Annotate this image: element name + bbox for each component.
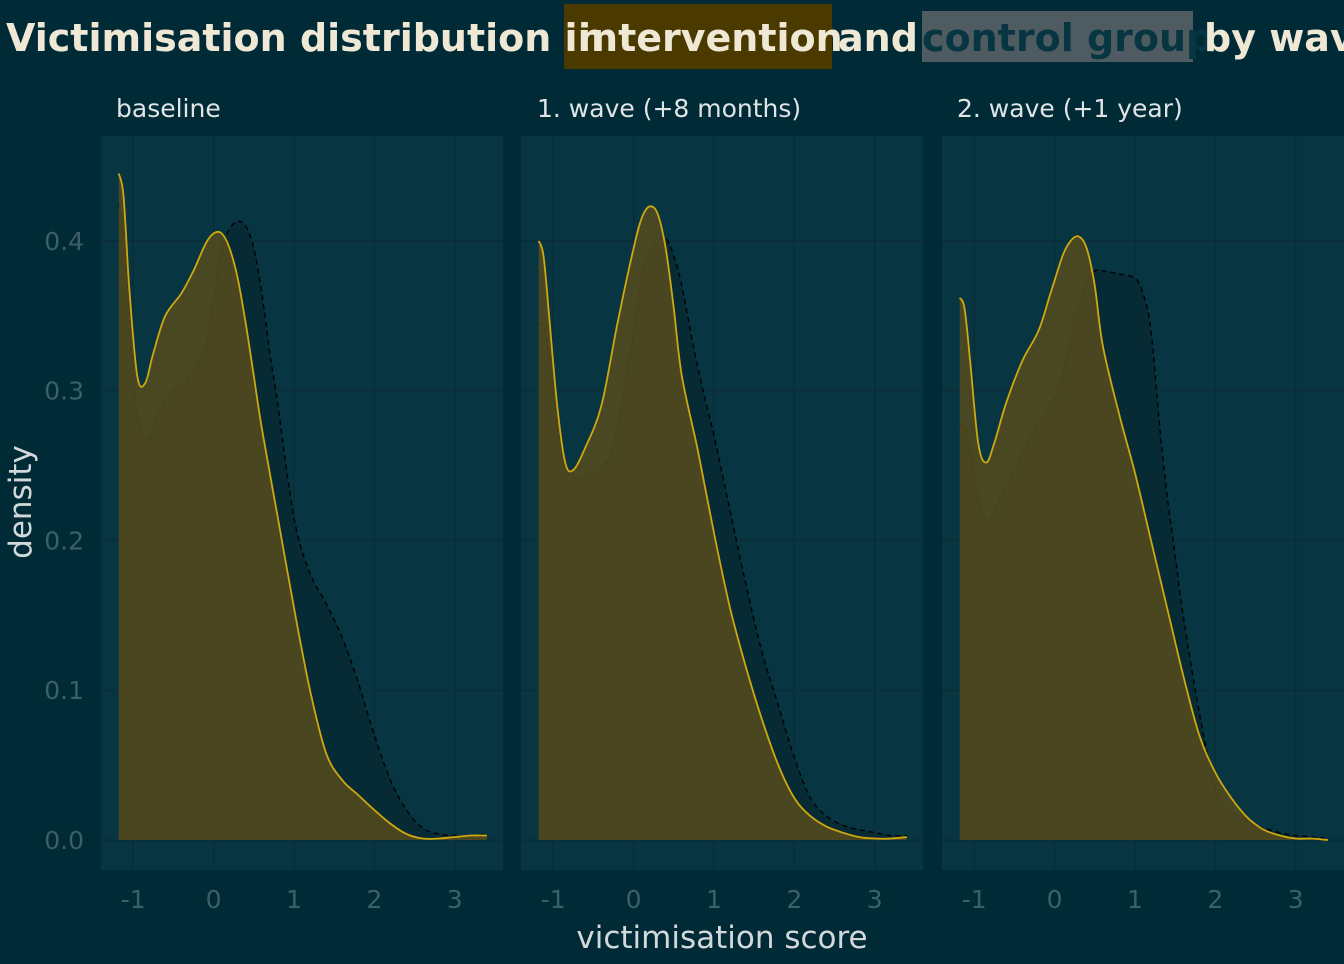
y-tick-label: 0.1 (44, 676, 84, 705)
intervention-density-area (538, 206, 907, 840)
facet-label-wave-2: 2. wave (+1 year) (957, 94, 1183, 123)
x-tick-label: 2 (786, 885, 802, 914)
x-tick-label: 0 (1047, 885, 1063, 914)
x-tick-label: 3 (447, 885, 463, 914)
y-tick-label: 0.0 (44, 826, 84, 855)
x-tick-label: 1 (286, 885, 302, 914)
chart-title: Victimisation distribution in interventi… (6, 16, 1344, 60)
x-axis-title: victimisation score (576, 920, 867, 956)
facet-panels: -1 0 1 2 3 -1 0 1 2 3 -1 0 1 2 3 (101, 136, 1344, 914)
x-tick-label: 2 (366, 885, 382, 914)
title-part-1: Victimisation distribution in (6, 16, 605, 60)
y-tick-label: 0.2 (44, 526, 84, 555)
x-tick-label: -1 (962, 885, 987, 914)
intervention-highlight-box (564, 4, 832, 69)
x-tick-label: 1 (1127, 885, 1143, 914)
x-tick-label: 1 (706, 885, 722, 914)
x-tick-label: -1 (541, 885, 566, 914)
intervention-density-line (537, 205, 907, 840)
title-part-2: and (838, 16, 918, 60)
x-tick-label: 3 (867, 885, 883, 914)
facet-label-baseline: baseline (116, 94, 221, 123)
control-highlight-box (922, 11, 1193, 62)
x-tick-label: 3 (1288, 885, 1304, 914)
y-tick-label: 0.4 (44, 227, 84, 256)
y-axis-ticks: 0.0 0.1 0.2 0.3 0.4 (44, 227, 84, 855)
x-tick-label: 0 (206, 885, 222, 914)
x-tick-label: 0 (626, 885, 642, 914)
facet-panel: -1 0 1 2 3 (521, 136, 923, 914)
y-axis-title: density (3, 445, 39, 559)
x-tick-label: 2 (1207, 885, 1223, 914)
intervention-density-line (117, 173, 487, 840)
facet-panel: -1 0 1 2 3 (101, 136, 503, 914)
title-control-label: control group (922, 16, 1213, 60)
intervention-density-area (118, 173, 487, 840)
y-tick-label: 0.3 (44, 377, 84, 406)
facet-panel: -1 0 1 2 3 (942, 136, 1344, 914)
intervention-density-area (959, 236, 1328, 840)
facet-label-wave-1: 1. wave (+8 months) (537, 94, 801, 123)
intervention-density-line (958, 235, 1328, 841)
title-part-3: by wave (1204, 16, 1344, 60)
x-tick-label: -1 (121, 885, 146, 914)
title-intervention-label: intervention (578, 16, 843, 60)
